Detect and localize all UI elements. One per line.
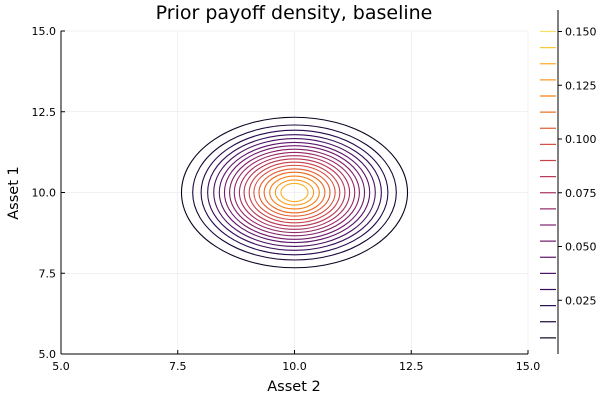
x-tick-label-2: 10.0 — [282, 360, 307, 373]
y-tick-label-0: 5.0 — [39, 348, 57, 361]
colorbar-tick-label-5: 0.150 — [565, 26, 597, 39]
x-tick-label-0: 5.0 — [52, 360, 70, 373]
colorbar-tick-label-1: 0.050 — [565, 241, 597, 254]
colorbar-tick-label-4: 0.125 — [565, 79, 597, 92]
y-tick-label-3: 12.5 — [32, 106, 57, 119]
x-tick-label-4: 15.0 — [516, 360, 541, 373]
y-tick-label-2: 10.0 — [32, 187, 57, 200]
x-tick-label-1: 7.5 — [169, 360, 187, 373]
colorbar-tick-label-2: 0.075 — [565, 187, 597, 200]
x-tick-label-3: 12.5 — [399, 360, 424, 373]
y-axis-label: Asset 1 — [6, 166, 22, 219]
x-axis-label: Asset 2 — [267, 379, 320, 395]
colorbar-tick-label-3: 0.100 — [565, 133, 597, 146]
y-tick-label-4: 15.0 — [32, 25, 57, 38]
colorbar-tick-label-0: 0.025 — [565, 294, 597, 307]
y-tick-label-1: 7.5 — [39, 267, 57, 280]
chart-title: Prior payoff density, baseline — [156, 2, 433, 24]
